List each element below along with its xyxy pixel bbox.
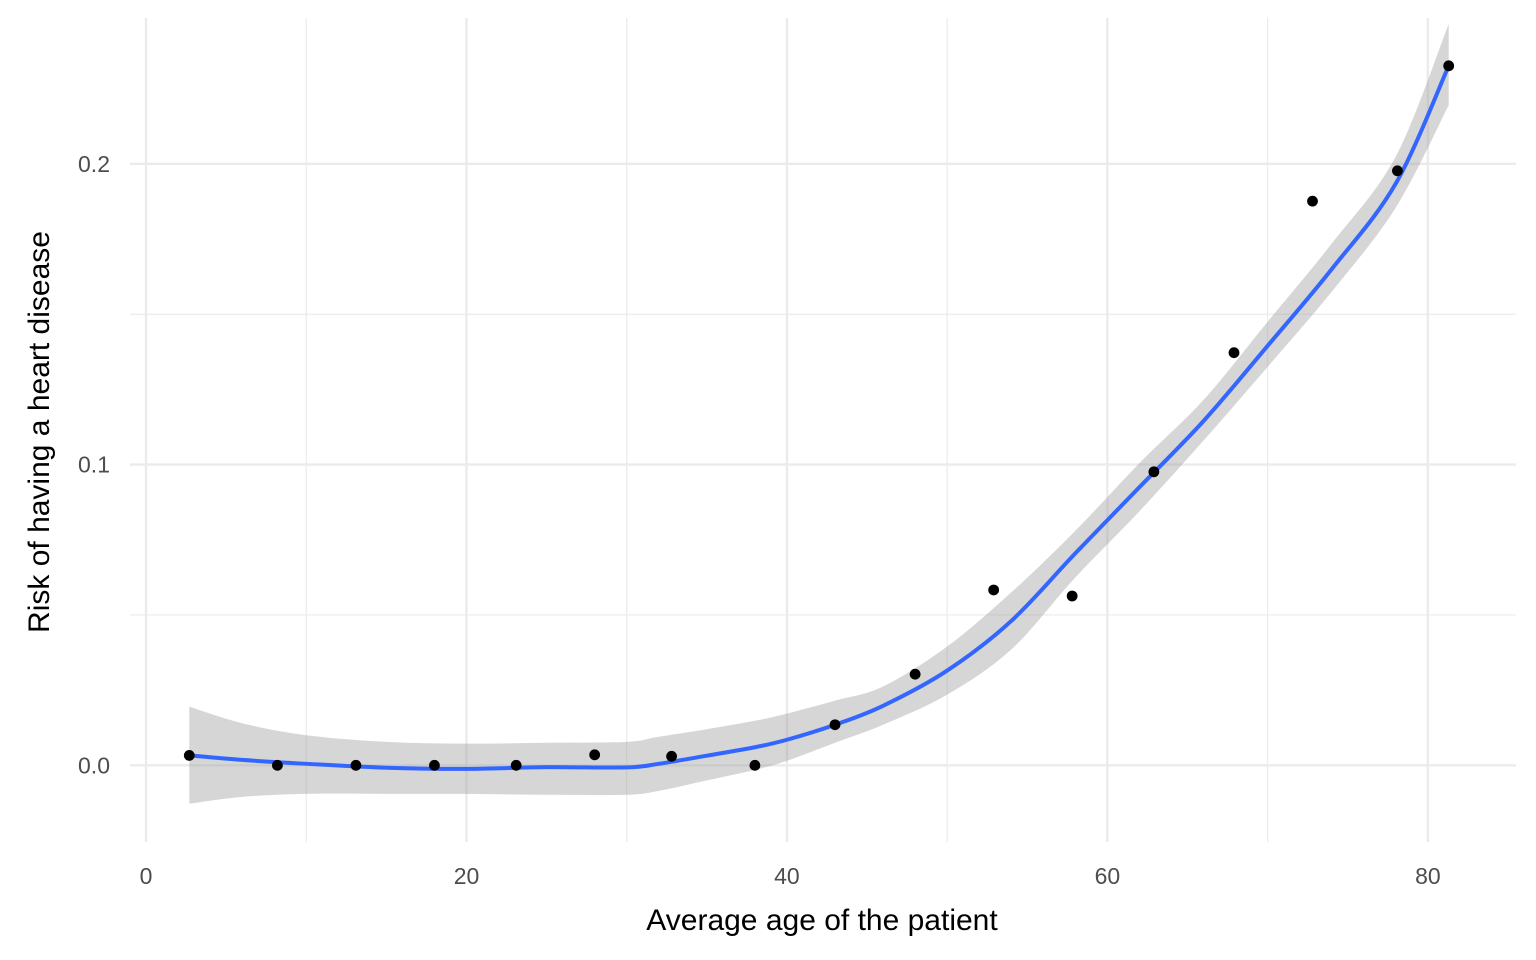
smooth-line-layer [189,65,1451,771]
data-point-2 [350,759,362,771]
tick-labels: 0 20 40 60 80 0.0 0.1 0.2 [78,151,1441,889]
data-point-12 [1148,466,1160,478]
data-point-15 [1392,165,1403,177]
x-tick-label-2: 40 [774,863,800,889]
x-tick-label-1: 20 [454,863,480,889]
data-points [183,60,1455,771]
x-tick-label-0: 0 [140,863,153,889]
confidence-band-layer [189,24,1449,804]
data-point-14 [1307,195,1318,207]
data-point-4 [510,759,522,771]
confidence-band [189,24,1449,804]
x-axis-title: Average age of the patient [646,904,998,937]
data-point-16 [1443,60,1455,72]
x-tick-label-3: 60 [1095,863,1121,889]
data-point-6 [666,750,677,762]
y-axis-title: Risk of having a heart disease [23,231,56,633]
data-point-5 [589,749,601,761]
y-tick-label-1: 0.1 [78,452,110,478]
data-point-0 [183,749,195,761]
data-point-13 [1228,347,1240,359]
data-point-11 [1066,590,1078,602]
data-point-8 [829,719,841,731]
y-tick-label-0: 0.0 [78,752,110,778]
x-tick-label-4: 80 [1415,863,1441,889]
smooth-fit-line [189,65,1451,771]
data-point-7 [749,759,761,771]
data-point-10 [988,584,1000,596]
data-point-9 [909,668,921,680]
data-point-1 [272,759,283,771]
data-point-3 [429,759,440,771]
y-tick-label-2: 0.2 [78,151,110,177]
